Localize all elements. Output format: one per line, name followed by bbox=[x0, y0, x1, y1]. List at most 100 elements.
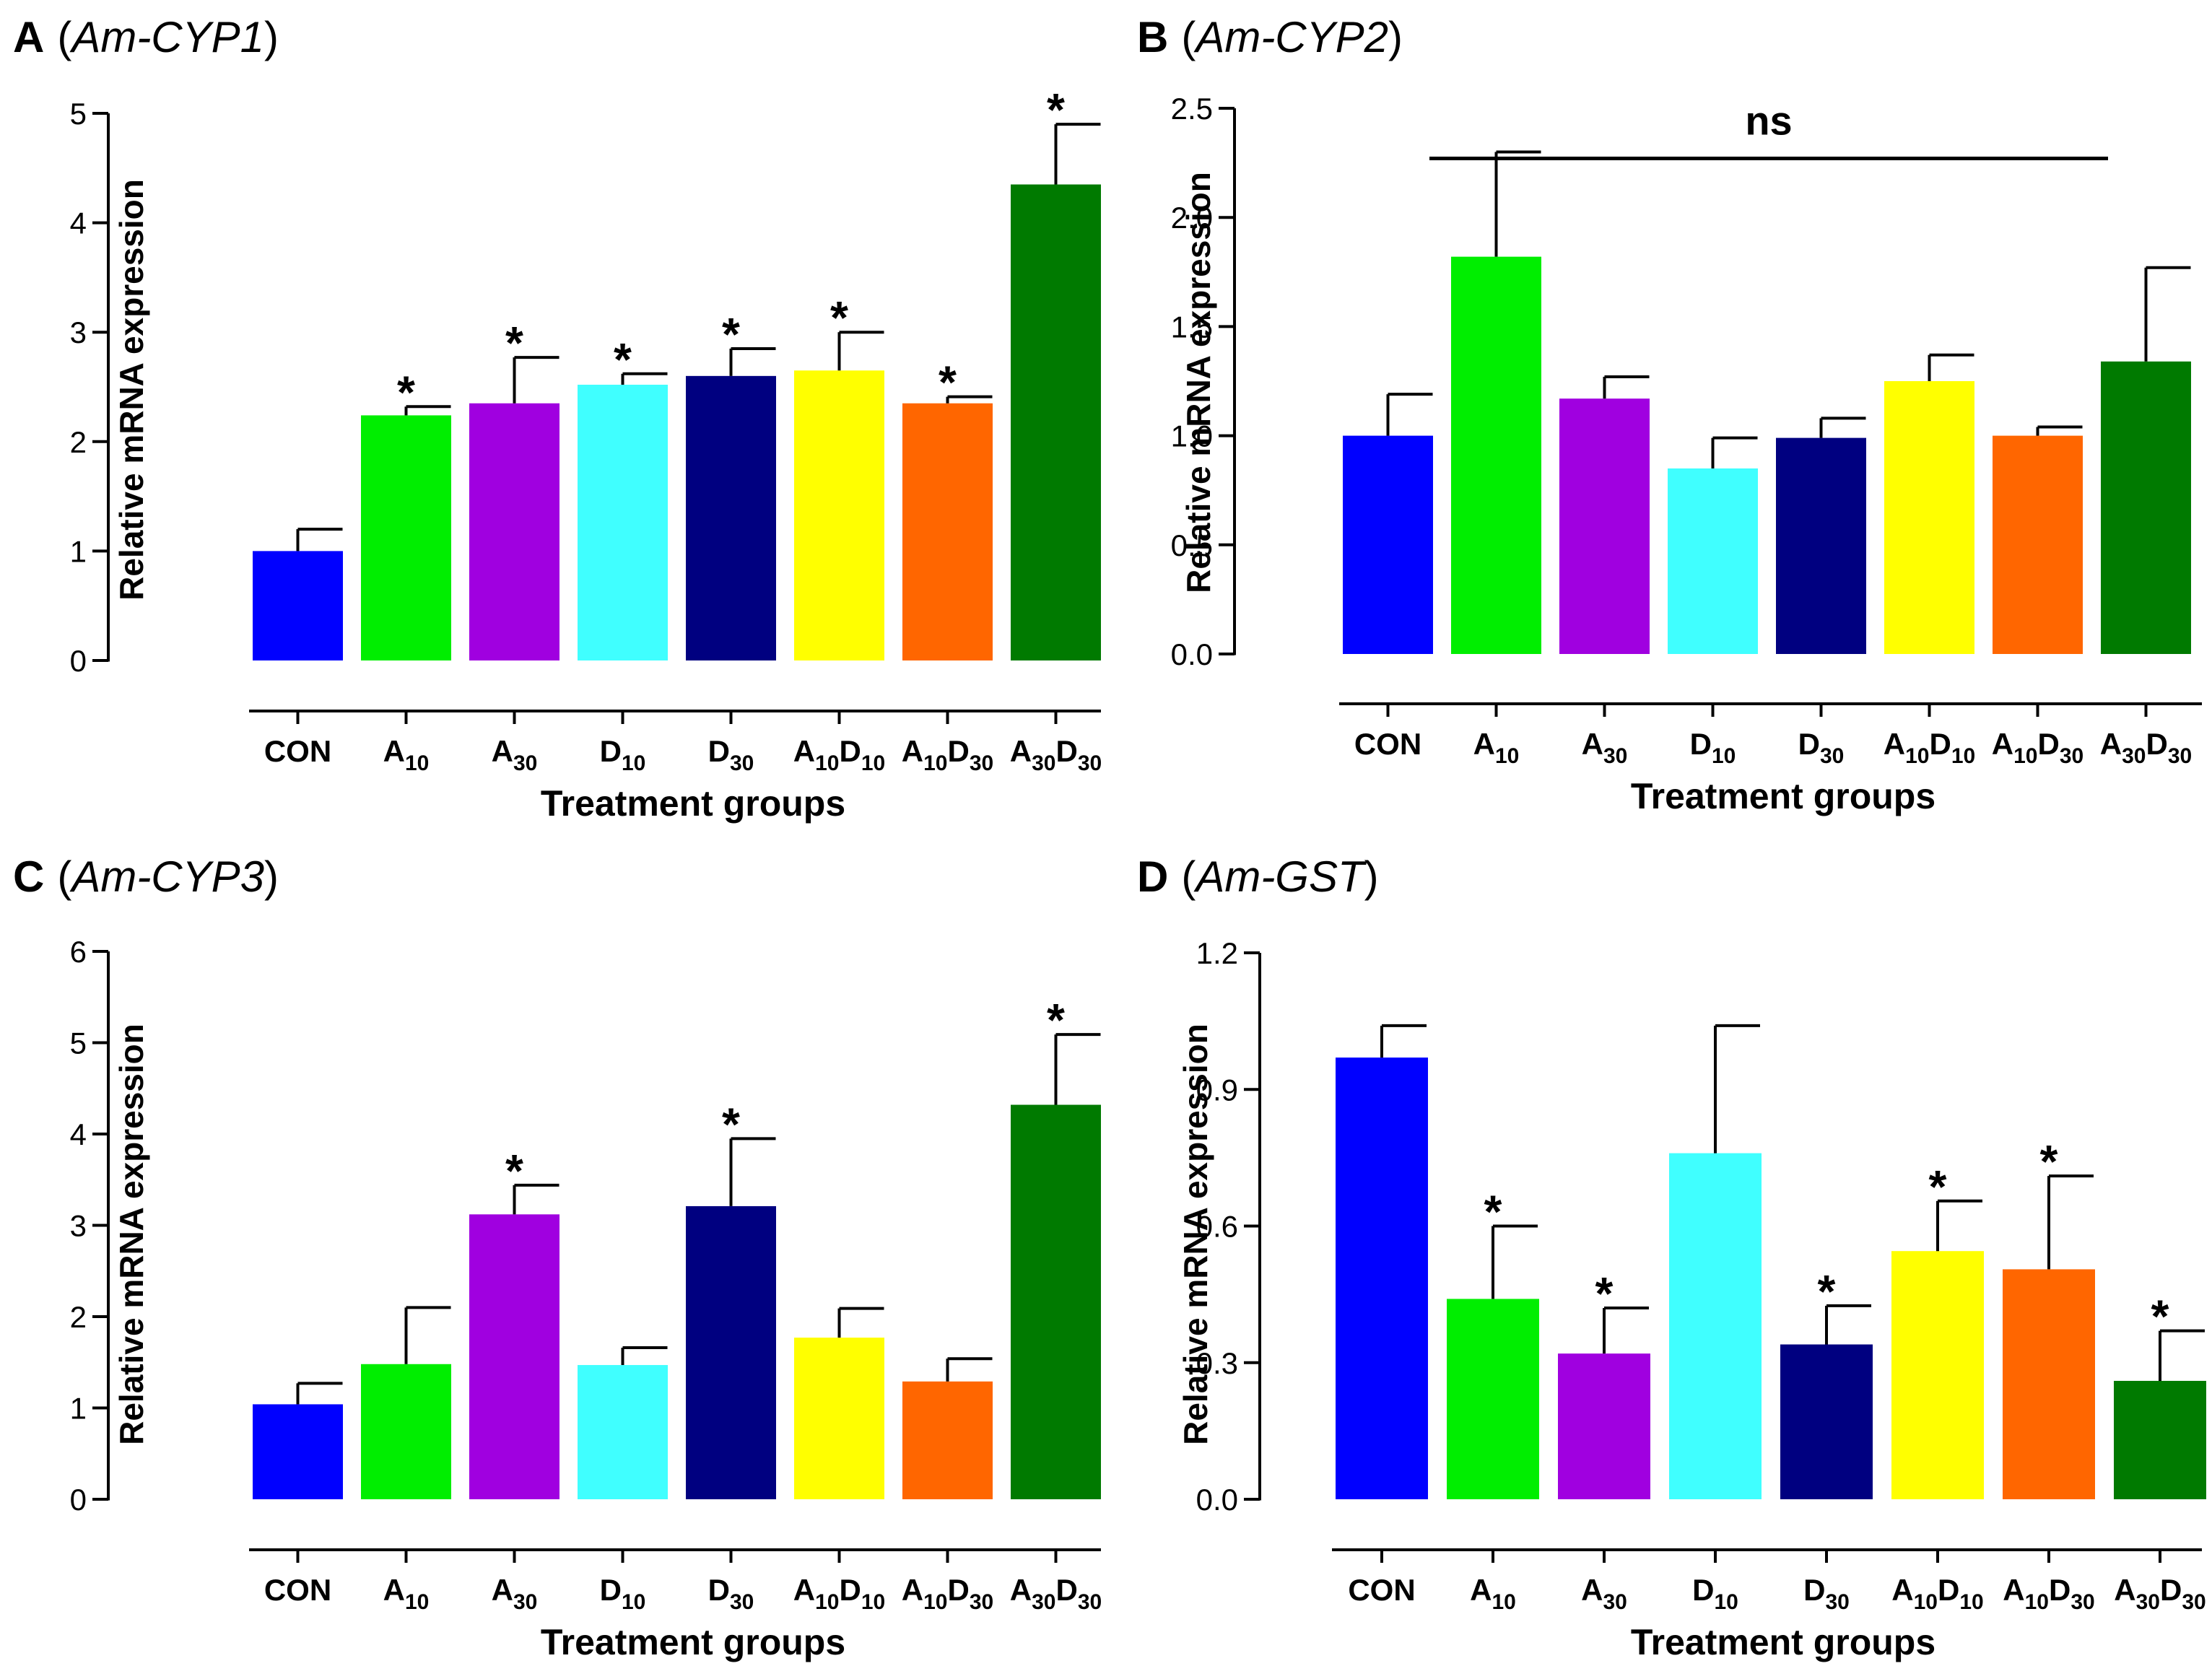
significance-marker: * bbox=[1595, 1268, 1614, 1320]
x-tick-label-subscript: 10 bbox=[2025, 1590, 2049, 1614]
x-tick-label-subscript: 10 bbox=[405, 1590, 429, 1614]
panel-gene-name: Am-CYP1 bbox=[69, 13, 264, 61]
bar-a30d30 bbox=[1011, 1104, 1101, 1499]
significance-marker: * bbox=[2040, 1135, 2058, 1187]
y-tick-label: 0 bbox=[70, 1483, 87, 1517]
x-tick-label-base: A bbox=[1470, 1573, 1492, 1607]
y-tick-label: 1.0 bbox=[1171, 419, 1213, 453]
y-tick-label: 1 bbox=[70, 1392, 87, 1426]
x-tick-label-base: D bbox=[708, 1573, 730, 1607]
x-tick-label-subscript: 10 bbox=[1959, 1590, 1983, 1614]
panel-paren-open: ( bbox=[57, 13, 71, 61]
x-axis-title: Treatment groups bbox=[1631, 1622, 1936, 1662]
x-tick-label-base: A bbox=[1581, 1573, 1603, 1607]
bar-d10 bbox=[1668, 468, 1758, 654]
significance-marker: * bbox=[1929, 1161, 1947, 1213]
x-tick-label: A10D10 bbox=[793, 1573, 885, 1614]
x-tick-label: A10D10 bbox=[1891, 1573, 1983, 1614]
bar-a10d30 bbox=[902, 1381, 993, 1499]
x-tick-label-subscript: 10 bbox=[1492, 1590, 1515, 1614]
bar-a10d30 bbox=[2003, 1269, 2095, 1499]
panel-gene-name: Am-CYP2 bbox=[1193, 13, 1388, 61]
bar-a10d10 bbox=[794, 1338, 884, 1499]
x-tick-label-base: A bbox=[1473, 727, 1495, 761]
y-tick-label: 2.5 bbox=[1171, 92, 1213, 126]
panel-letter: A bbox=[13, 13, 44, 61]
x-tick-label-base: A bbox=[793, 734, 815, 768]
panel-paren-close: ) bbox=[1388, 13, 1403, 61]
significance-marker: * bbox=[505, 1145, 523, 1197]
ns-label: ns bbox=[1745, 97, 1792, 143]
bar-a10 bbox=[1447, 1299, 1539, 1499]
bar-a10 bbox=[361, 415, 451, 660]
x-tick-label-subscript: 10 bbox=[1914, 1590, 1938, 1614]
x-tick-label-base: A bbox=[2003, 1573, 2024, 1607]
bar-a10d10 bbox=[1891, 1251, 1984, 1499]
x-tick-label-base: A bbox=[1010, 1573, 1032, 1607]
x-tick-label: D10 bbox=[600, 734, 646, 775]
significance-marker: * bbox=[830, 292, 848, 344]
significance-marker: * bbox=[614, 333, 632, 385]
x-tick-label: D30 bbox=[1798, 727, 1845, 768]
x-axis-title: Treatment groups bbox=[1631, 776, 1936, 816]
x-tick-label-subscript: 30 bbox=[970, 751, 993, 775]
x-tick-label: D30 bbox=[708, 734, 754, 775]
x-tick-label-subscript: 30 bbox=[970, 1590, 993, 1614]
x-tick-label-base: D bbox=[708, 734, 730, 768]
x-tick-label-base: D bbox=[1930, 727, 1951, 761]
x-tick-label: D10 bbox=[1692, 1573, 1738, 1614]
bar-d10 bbox=[578, 1365, 668, 1499]
bar-con bbox=[253, 1404, 343, 1499]
x-tick-label-base: D bbox=[1803, 1573, 1825, 1607]
x-tick-label-subscript: 10 bbox=[1712, 744, 1736, 768]
x-tick-label: A10D10 bbox=[793, 734, 885, 775]
bar-a30d30 bbox=[1011, 184, 1101, 661]
y-tick-label: 3 bbox=[70, 1209, 87, 1243]
x-tick-label-base: A bbox=[902, 1573, 923, 1607]
x-tick-label: A10D30 bbox=[902, 1573, 993, 1614]
x-tick-label-base: A bbox=[1582, 727, 1603, 761]
x-tick-label-base: D bbox=[2146, 727, 2168, 761]
x-tick-label: A30D30 bbox=[2114, 1573, 2206, 1614]
y-tick-label: 2 bbox=[70, 425, 87, 459]
x-tick-label: A30 bbox=[1581, 1573, 1627, 1614]
x-tick-label-subscript: 10 bbox=[861, 1590, 885, 1614]
x-tick-label-subscript: 30 bbox=[1032, 1590, 1055, 1614]
x-tick-label-base: A bbox=[902, 734, 923, 768]
y-tick-label: 2 bbox=[70, 1300, 87, 1334]
panel-paren-open: ( bbox=[57, 852, 71, 901]
x-axis-title: Treatment groups bbox=[541, 783, 845, 824]
bar-a10d10 bbox=[794, 370, 884, 660]
y-tick-label: 3 bbox=[70, 315, 87, 349]
x-tick-label-base: A bbox=[1992, 727, 2013, 761]
bar-a10 bbox=[1451, 256, 1541, 655]
bar-a30d30 bbox=[2101, 361, 2191, 654]
x-tick-label-subscript: 30 bbox=[2136, 1590, 2160, 1614]
panel-gene-name: Am-GST bbox=[1193, 852, 1367, 901]
x-tick-label-base: CON bbox=[1348, 1573, 1415, 1607]
x-tick-label-subscript: 10 bbox=[923, 751, 947, 775]
x-tick-label-subscript: 10 bbox=[815, 1590, 839, 1614]
x-tick-label-subscript: 30 bbox=[1078, 751, 1102, 775]
x-tick-label-base: A bbox=[492, 734, 513, 768]
panel-d: D (Am-GST) 0.0 0.3 0.6 0.9 1.2 Relative mRNA ex… bbox=[1137, 852, 2206, 1662]
x-tick-label-base: D bbox=[1798, 727, 1820, 761]
bar-a30d30 bbox=[2114, 1380, 2206, 1499]
y-tick-label: 0.6 bbox=[1196, 1210, 1238, 1244]
significance-marker: * bbox=[1484, 1186, 1502, 1238]
x-tick-label-base: A bbox=[492, 1573, 513, 1607]
x-tick-label-base: D bbox=[600, 1573, 622, 1607]
x-tick-label: A30 bbox=[1582, 727, 1628, 768]
x-tick-label-subscript: 30 bbox=[2071, 1590, 2094, 1614]
significance-marker: * bbox=[1047, 994, 1065, 1046]
panel-b: B (Am-CYP2) 0.0 0.5 1.0 1.5 2.0 2.5 Relative mRN… bbox=[1137, 13, 2202, 816]
x-tick-label-base: D bbox=[840, 734, 861, 768]
bar-con bbox=[253, 551, 343, 660]
y-tick-label: 2.0 bbox=[1171, 201, 1213, 235]
y-tick-label: 0.5 bbox=[1171, 528, 1213, 562]
panel-paren-open: ( bbox=[1181, 13, 1196, 61]
x-tick-label-base: D bbox=[1056, 734, 1078, 768]
panel-title: A (Am-CYP1) bbox=[13, 13, 279, 61]
bar-a30 bbox=[469, 1214, 559, 1499]
